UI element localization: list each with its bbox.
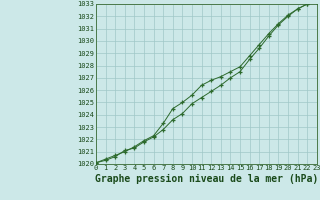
X-axis label: Graphe pression niveau de la mer (hPa): Graphe pression niveau de la mer (hPa) [95,174,318,184]
